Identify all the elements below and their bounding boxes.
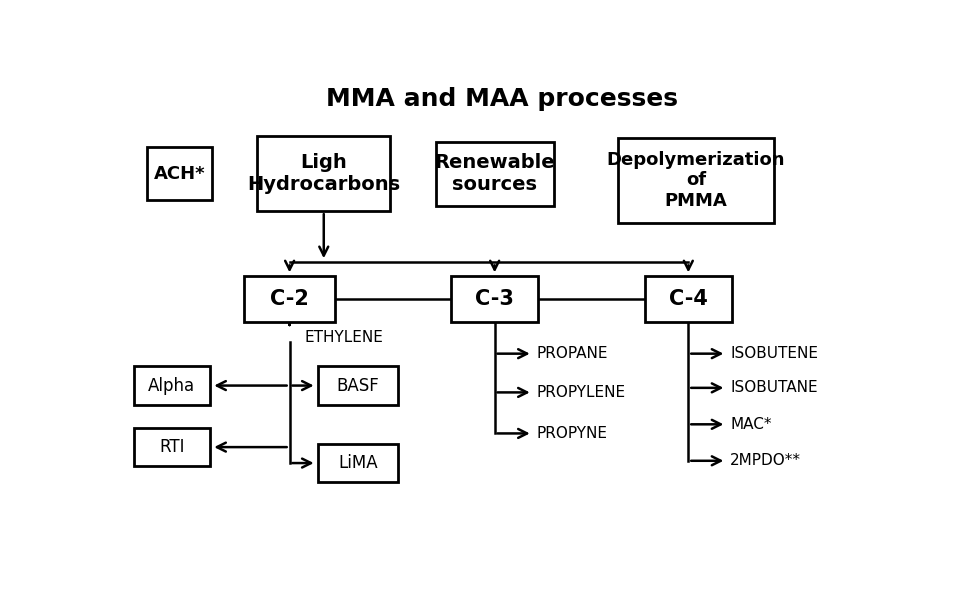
FancyBboxPatch shape — [318, 366, 398, 405]
Text: Depolymerization
of
PMMA: Depolymerization of PMMA — [607, 150, 785, 210]
Text: C-3: C-3 — [475, 289, 514, 309]
Text: Alpha: Alpha — [148, 377, 195, 395]
FancyBboxPatch shape — [134, 428, 210, 466]
Text: PROPYNE: PROPYNE — [536, 426, 608, 441]
Text: 2MPDO**: 2MPDO** — [730, 453, 801, 468]
Text: ISOBUTENE: ISOBUTENE — [730, 346, 818, 361]
Text: BASF: BASF — [336, 377, 379, 395]
Text: MMA and MAA processes: MMA and MAA processes — [326, 87, 678, 111]
FancyBboxPatch shape — [147, 147, 212, 200]
Text: RTI: RTI — [159, 438, 184, 456]
Text: LiMA: LiMA — [338, 454, 377, 472]
Text: MAC*: MAC* — [730, 417, 771, 432]
FancyBboxPatch shape — [645, 276, 732, 322]
FancyBboxPatch shape — [134, 366, 210, 405]
FancyBboxPatch shape — [258, 136, 390, 211]
Text: Renewable
sources: Renewable sources — [434, 153, 555, 194]
Text: ISOBUTANE: ISOBUTANE — [730, 380, 817, 395]
Text: PROPANE: PROPANE — [536, 346, 608, 361]
FancyBboxPatch shape — [436, 141, 554, 205]
Text: ETHYLENE: ETHYLENE — [305, 330, 383, 345]
Text: C-2: C-2 — [270, 289, 309, 309]
Text: PROPYLENE: PROPYLENE — [536, 385, 625, 400]
FancyBboxPatch shape — [618, 139, 774, 223]
Text: ACH*: ACH* — [154, 165, 205, 182]
Text: Ligh
Hydrocarbons: Ligh Hydrocarbons — [247, 153, 400, 194]
FancyBboxPatch shape — [451, 276, 538, 322]
FancyBboxPatch shape — [244, 276, 335, 322]
Text: C-4: C-4 — [669, 289, 708, 309]
FancyBboxPatch shape — [318, 443, 398, 482]
